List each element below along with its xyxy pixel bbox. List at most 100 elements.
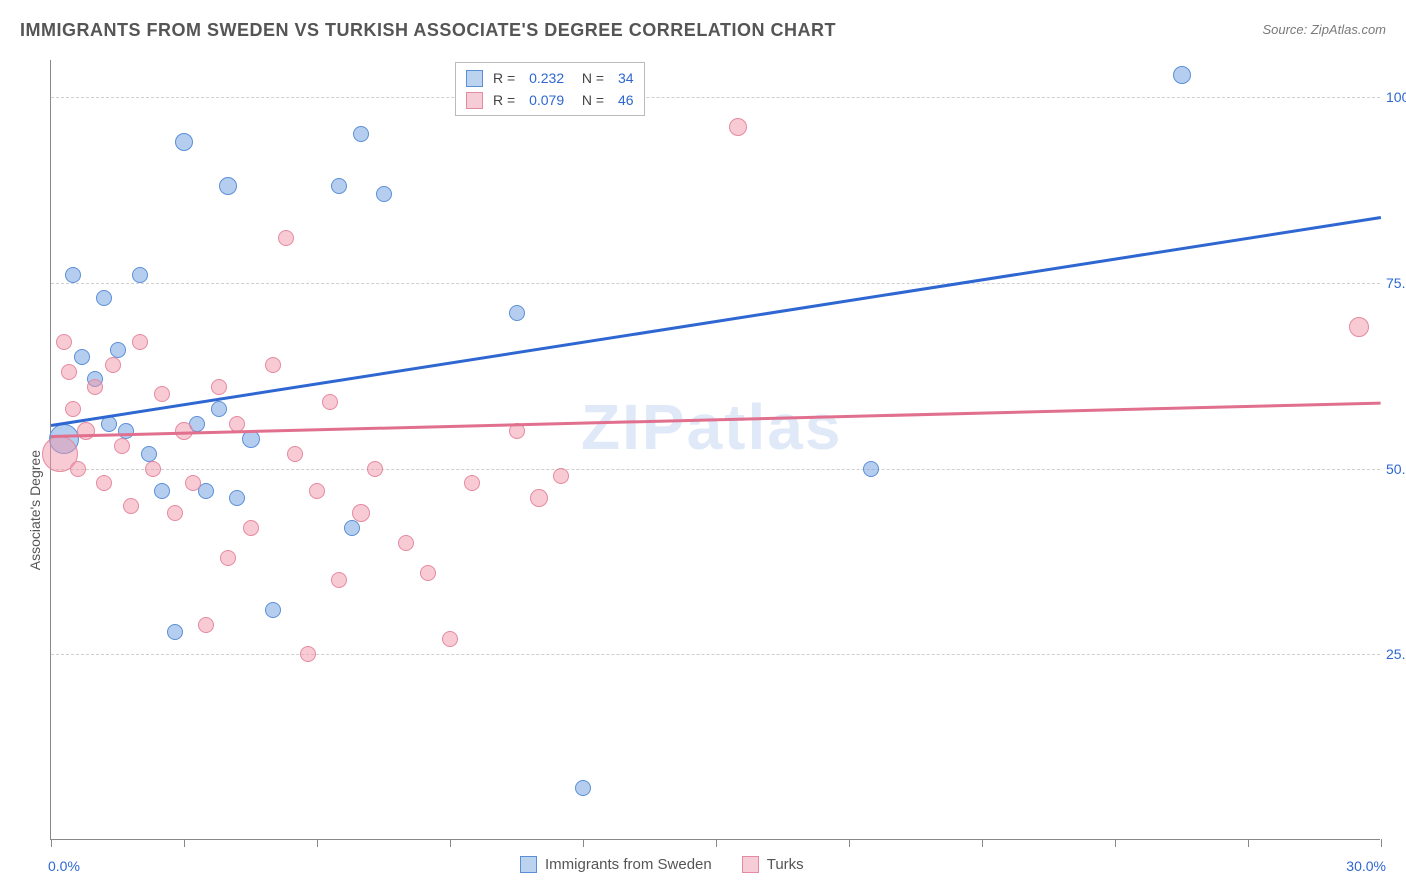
scatter-point-sweden	[219, 177, 237, 195]
scatter-point-turks	[442, 631, 458, 647]
x-tick-mark	[1115, 839, 1116, 847]
n-label: N =	[574, 67, 608, 89]
scatter-point-turks	[220, 550, 236, 566]
scatter-point-sweden	[353, 126, 369, 142]
scatter-point-turks	[114, 438, 130, 454]
r-label: R =	[493, 89, 519, 111]
scatter-point-turks	[87, 379, 103, 395]
scatter-point-turks	[1349, 317, 1369, 337]
plot-area: ZIPatlas 25.0%50.0%75.0%100.0%	[50, 60, 1380, 840]
scatter-point-turks	[185, 475, 201, 491]
r-value: 0.079	[529, 89, 564, 111]
legend-item-sweden: Immigrants from Sweden	[520, 856, 712, 873]
y-tick-label: 75.0%	[1386, 275, 1406, 291]
y-tick-label: 50.0%	[1386, 461, 1406, 477]
correlation-legend-box: R = 0.232 N = 34R = 0.079 N = 46	[455, 62, 645, 116]
scatter-point-sweden	[141, 446, 157, 462]
scatter-point-turks	[464, 475, 480, 491]
scatter-point-sweden	[132, 267, 148, 283]
scatter-point-turks	[530, 489, 548, 507]
scatter-point-turks	[61, 364, 77, 380]
scatter-point-turks	[211, 379, 227, 395]
scatter-point-turks	[729, 118, 747, 136]
gridline-h	[51, 97, 1380, 98]
scatter-point-turks	[65, 401, 81, 417]
scatter-point-sweden	[65, 267, 81, 283]
scatter-point-turks	[56, 334, 72, 350]
scatter-point-sweden	[211, 401, 227, 417]
scatter-point-sweden	[229, 490, 245, 506]
legend-item-turks: Turks	[742, 856, 804, 873]
scatter-point-turks	[70, 461, 86, 477]
scatter-point-sweden	[1173, 66, 1191, 84]
chart-stage: IMMIGRANTS FROM SWEDEN VS TURKISH ASSOCI…	[0, 0, 1406, 892]
scatter-point-turks	[198, 617, 214, 633]
n-value: 34	[618, 67, 634, 89]
scatter-point-turks	[300, 646, 316, 662]
scatter-point-turks	[287, 446, 303, 462]
y-axis-label: Associate's Degree	[27, 450, 43, 570]
scatter-point-sweden	[509, 305, 525, 321]
scatter-point-turks	[145, 461, 161, 477]
legend-label: Immigrants from Sweden	[545, 856, 712, 873]
scatter-point-sweden	[154, 483, 170, 499]
legend-label: Turks	[767, 856, 804, 873]
scatter-point-sweden	[376, 186, 392, 202]
r-value: 0.232	[529, 67, 564, 89]
x-tick-mark	[849, 839, 850, 847]
scatter-point-turks	[167, 505, 183, 521]
x-tick-mark	[982, 839, 983, 847]
trend-line-turks	[51, 402, 1381, 438]
x-tick-mark	[51, 839, 52, 847]
scatter-point-turks	[367, 461, 383, 477]
x-tick-min: 0.0%	[48, 858, 80, 874]
scatter-point-turks	[77, 422, 95, 440]
gridline-h	[51, 654, 1380, 655]
scatter-point-turks	[96, 475, 112, 491]
scatter-point-sweden	[167, 624, 183, 640]
series-legend: Immigrants from Sweden Turks	[520, 856, 804, 873]
scatter-point-sweden	[175, 133, 193, 151]
swatch-icon	[742, 856, 759, 873]
scatter-point-turks	[265, 357, 281, 373]
scatter-point-turks	[278, 230, 294, 246]
source-label: Source: ZipAtlas.com	[1262, 22, 1386, 37]
scatter-point-sweden	[118, 423, 134, 439]
scatter-point-turks	[352, 504, 370, 522]
scatter-point-sweden	[863, 461, 879, 477]
x-tick-mark	[1248, 839, 1249, 847]
scatter-point-turks	[553, 468, 569, 484]
scatter-point-turks	[132, 334, 148, 350]
scatter-point-turks	[398, 535, 414, 551]
x-tick-mark	[716, 839, 717, 847]
scatter-point-sweden	[101, 416, 117, 432]
scatter-point-turks	[420, 565, 436, 581]
y-tick-label: 25.0%	[1386, 646, 1406, 662]
swatch-icon	[466, 70, 483, 87]
correlation-row-turks: R = 0.079 N = 46	[466, 89, 634, 111]
scatter-point-sweden	[265, 602, 281, 618]
scatter-point-turks	[309, 483, 325, 499]
chart-title: IMMIGRANTS FROM SWEDEN VS TURKISH ASSOCI…	[20, 20, 836, 41]
gridline-h	[51, 283, 1380, 284]
scatter-point-turks	[322, 394, 338, 410]
gridline-h	[51, 469, 1380, 470]
x-tick-max: 30.0%	[1346, 858, 1386, 874]
x-tick-mark	[583, 839, 584, 847]
correlation-row-sweden: R = 0.232 N = 34	[466, 67, 634, 89]
swatch-icon	[520, 856, 537, 873]
scatter-point-sweden	[575, 780, 591, 796]
scatter-point-sweden	[74, 349, 90, 365]
swatch-icon	[466, 92, 483, 109]
scatter-point-turks	[123, 498, 139, 514]
scatter-point-turks	[243, 520, 259, 536]
scatter-point-sweden	[331, 178, 347, 194]
scatter-point-sweden	[344, 520, 360, 536]
scatter-point-sweden	[96, 290, 112, 306]
n-value: 46	[618, 89, 634, 111]
scatter-point-turks	[105, 357, 121, 373]
trend-line-sweden	[51, 216, 1381, 426]
y-tick-label: 100.0%	[1386, 89, 1406, 105]
scatter-point-turks	[331, 572, 347, 588]
scatter-point-turks	[154, 386, 170, 402]
